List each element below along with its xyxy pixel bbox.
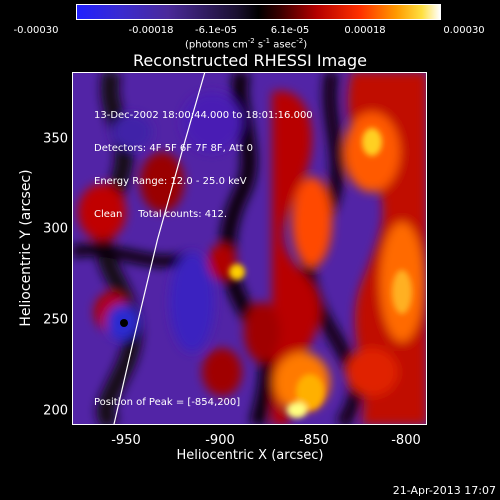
annotation-energy: Energy Range: 12.0 - 25.0 keV <box>94 176 247 187</box>
peak-position-label: Position of Peak = [-854,200] <box>94 397 241 408</box>
annotation-time-range: 13-Dec-2002 18:00:44.000 to 18:01:16.000 <box>94 110 313 121</box>
y-axis-label: Heliocentric Y (arcsec) <box>18 169 34 327</box>
x-axis-label: Heliocentric X (arcsec) <box>176 448 324 463</box>
colorbar-tick: -0.00030 <box>13 25 59 36</box>
colorbar <box>76 4 441 20</box>
colorbar-tick: -0.00018 <box>128 25 174 36</box>
y-tick-label: 200 <box>43 403 68 419</box>
y-tick-label: 300 <box>43 221 68 237</box>
plot-area <box>72 72 427 425</box>
plot-border <box>72 72 427 425</box>
colorbar-unit-label: (photons cm-2 s-1 asec-2) <box>185 37 308 51</box>
annotation-detectors: Detectors: 4F 5F 6F 7F 8F, Att 0 <box>94 143 254 154</box>
y-tick-label: 250 <box>43 312 68 328</box>
colorbar-tick: 6.1e-05 <box>270 25 310 36</box>
colorbar-tick: 0.00018 <box>344 25 386 36</box>
annotation-counts: Clean Total counts: 412. <box>94 209 228 220</box>
rhessi-image <box>72 72 427 425</box>
colorbar-tick: 0.00030 <box>443 25 485 36</box>
x-tick-label: -950 <box>111 433 141 448</box>
x-tick-label: -900 <box>205 433 235 448</box>
x-tick-label: -800 <box>391 433 421 448</box>
solar-limb-line <box>113 72 206 425</box>
footer-date: 21-Apr-2013 17:07 <box>392 484 496 497</box>
observation-info: 13-Dec-2002 18:00:44.000 to 18:01:16.000… <box>94 88 313 231</box>
x-tick-label: -850 <box>299 433 329 448</box>
y-tick-label: 350 <box>43 131 68 147</box>
chart-title: Reconstructed RHESSI Image <box>133 51 367 70</box>
colorbar-tick: -6.1e-05 <box>195 25 237 36</box>
